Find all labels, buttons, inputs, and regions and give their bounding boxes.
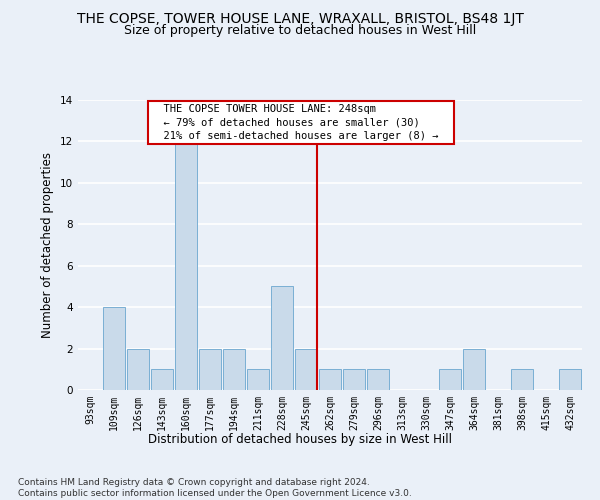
Y-axis label: Number of detached properties: Number of detached properties xyxy=(41,152,55,338)
Bar xyxy=(367,370,389,390)
Bar xyxy=(295,348,317,390)
Bar xyxy=(439,370,461,390)
Bar xyxy=(199,348,221,390)
Bar xyxy=(175,142,197,390)
Text: Distribution of detached houses by size in West Hill: Distribution of detached houses by size … xyxy=(148,432,452,446)
Text: Size of property relative to detached houses in West Hill: Size of property relative to detached ho… xyxy=(124,24,476,37)
Text: THE COPSE, TOWER HOUSE LANE, WRAXALL, BRISTOL, BS48 1JT: THE COPSE, TOWER HOUSE LANE, WRAXALL, BR… xyxy=(77,12,523,26)
Bar xyxy=(271,286,293,390)
Bar xyxy=(343,370,365,390)
Text: THE COPSE TOWER HOUSE LANE: 248sqm  
  ← 79% of detached houses are smaller (30): THE COPSE TOWER HOUSE LANE: 248sqm ← 79%… xyxy=(151,104,451,141)
Bar xyxy=(319,370,341,390)
Bar xyxy=(463,348,485,390)
Bar xyxy=(511,370,533,390)
Bar xyxy=(559,370,581,390)
Text: Contains HM Land Registry data © Crown copyright and database right 2024.
Contai: Contains HM Land Registry data © Crown c… xyxy=(18,478,412,498)
Bar xyxy=(127,348,149,390)
Bar xyxy=(247,370,269,390)
Bar xyxy=(223,348,245,390)
Bar xyxy=(103,307,125,390)
Bar xyxy=(151,370,173,390)
